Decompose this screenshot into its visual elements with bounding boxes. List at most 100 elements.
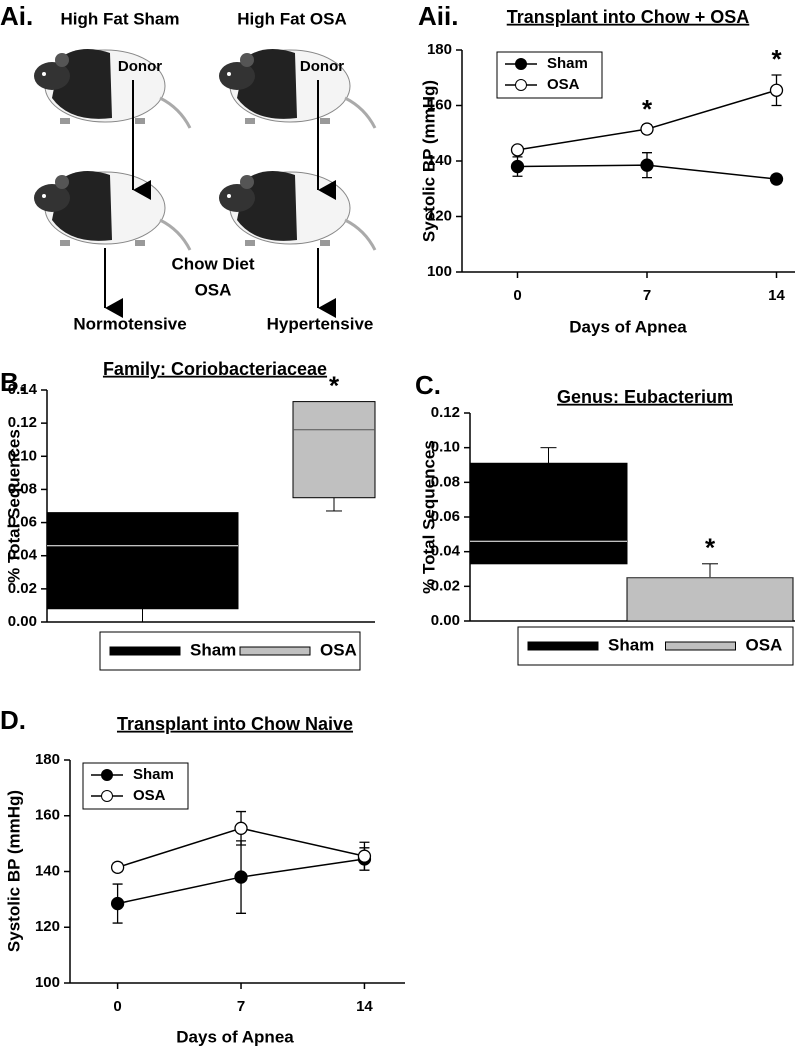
data-point [234,870,248,884]
y-tick-label: 0.12 [431,404,460,421]
y-tick-label: 0.08 [8,480,37,497]
rat-icon [32,47,192,130]
data-point [357,849,372,863]
panel-label: B. [0,367,26,397]
x-axis-label: Days of Apnea [176,1027,294,1046]
x-tick-label: 7 [237,998,245,1015]
y-tick-label: 0.00 [431,612,460,629]
y-tick-label: 120 [427,207,452,224]
panel-label: C. [415,370,441,400]
y-tick-label: 0.06 [8,514,37,531]
y-tick-label: 0.04 [8,547,38,564]
y-tick-label: 0.02 [431,577,460,594]
y-axis-label: % Total Sequences [4,429,23,583]
data-point [510,159,525,174]
condition-label: OSA [195,280,232,299]
chart-panel: D. Transplant into Chow Naive Systolic BP … [0,705,405,1046]
data-point [769,83,784,97]
y-tick-label: 0.02 [8,580,37,597]
data-point [234,821,248,835]
panel-label: Aii. [418,1,458,31]
rat-icon [217,47,377,130]
legend-swatch [665,641,736,651]
chart-panel: C. Genus: Eubacterium% Total Sequences0.0… [415,370,795,666]
legend-marker [515,58,527,70]
chart-title: Transplant into Chow + OSA [507,7,750,27]
chart-title: Family: Coriobacteriaceae [103,359,327,379]
chart-panel: Aii. Transplant into Chow + OSA Systolic B… [418,1,795,336]
y-tick-label: 0.12 [8,414,37,431]
y-axis-label: % Total Sequences [419,440,438,594]
y-tick-label: 180 [35,751,60,768]
condition-label: Chow Diet [171,254,254,273]
y-axis-label: Systolic BP (mmHg) [419,80,438,242]
data-point [769,172,784,186]
legend-swatch [109,646,181,656]
y-tick-label: 0.06 [431,508,460,525]
outcome-label: Hypertensive [267,314,374,333]
x-tick-label: 0 [113,998,121,1015]
y-axis-label: Systolic BP (mmHg) [4,790,23,952]
y-tick-label: 140 [427,152,452,169]
diagram: Ai. High Fat Sham High Fat OSA Donor Don… [0,1,377,333]
y-tick-label: 160 [35,807,60,824]
y-tick-label: 0.10 [431,439,460,456]
y-tick-label: 0.00 [8,613,37,630]
rat-icon [217,169,377,252]
y-tick-label: 100 [35,974,60,991]
outcome-label: Normotensive [73,314,186,333]
y-tick-label: 180 [427,41,452,58]
significance-mark: * [771,44,782,74]
legend-box [82,762,189,810]
legend-swatch [527,641,599,651]
x-tick-label: 7 [643,287,651,304]
significance-mark: * [705,533,716,563]
legend-label: Sham [190,640,236,659]
x-axis-label: Days of Apnea [569,317,687,336]
box [292,401,376,499]
y-tick-label: 160 [427,96,452,113]
significance-mark: * [642,94,653,124]
chart-title: Genus: Eubacterium [557,387,733,407]
box [469,462,628,565]
x-tick-label: 14 [768,287,785,304]
y-tick-label: 120 [35,918,60,935]
legend-marker [101,769,113,781]
data-point [110,860,125,874]
y-tick-label: 0.10 [8,447,37,464]
x-tick-label: 0 [513,287,521,304]
y-tick-label: 0.08 [431,473,460,490]
y-tick-label: 0.14 [8,381,38,398]
x-tick-label: 14 [356,998,373,1015]
donor-label: Donor [118,58,162,75]
box [46,512,239,610]
legend-label: Sham [547,55,588,72]
legend-label: OSA [133,787,166,804]
data-point [110,896,125,911]
y-tick-label: 0.04 [431,543,461,560]
data-point [510,143,525,157]
box [626,577,794,622]
donor-label: Donor [300,58,344,75]
group-title: High Fat Sham [60,9,179,28]
legend-label: Sham [133,766,174,783]
legend-marker [101,790,113,802]
panel-label: Ai. [0,1,33,31]
legend-label: OSA [320,640,357,659]
legend-label: OSA [547,76,580,93]
legend-swatch [239,646,311,656]
significance-mark: * [329,370,340,400]
y-tick-label: 100 [427,263,452,280]
legend-label: Sham [608,635,654,654]
chart-panel: B. Family: Coriobacteriaceae % Total Seque… [0,359,376,671]
panel-label: D. [0,705,26,735]
data-point [640,122,654,136]
group-title: High Fat OSA [237,9,347,28]
legend-box [496,51,603,99]
chart-title: Transplant into Chow Naive [117,714,353,734]
legend-marker [515,79,527,91]
y-tick-label: 140 [35,862,60,879]
legend-label: OSA [746,635,783,654]
rat-icon [32,169,192,252]
